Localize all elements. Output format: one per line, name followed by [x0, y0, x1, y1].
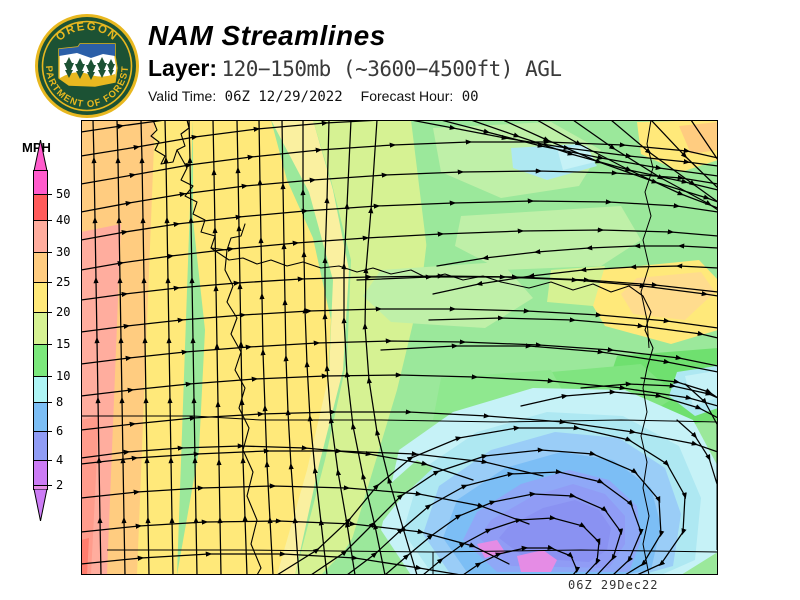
oregon-department-of-forestry-logo: OREGON DEPARTMENT OF FORESTRY [29, 4, 141, 120]
timestamp-stamp: 06Z 29Dec22 [568, 578, 659, 592]
colorbar-legend: MPH 50 40 30 25 20 15 10 8 6 4 2 [8, 140, 79, 521]
colorbar-tick-mark [47, 344, 52, 346]
layer-label: Layer: [148, 55, 218, 81]
forecast-hour-value: 00 [461, 89, 479, 105]
valid-time-label: Valid Time: [148, 88, 217, 104]
colorbar-segment [34, 220, 47, 253]
colorbar-tick-mark [47, 402, 52, 403]
valid-time-line: Valid Time: 06Z 12/29/2022 Forecast Hour:… [148, 88, 479, 105]
colorbar-segment [34, 313, 47, 346]
colorbar-segment [34, 377, 47, 403]
colorbar-tick-labels: 50 40 30 25 20 15 10 8 6 4 2 [47, 170, 79, 493]
layer-value: 120−150mb (~3600−4500ft) AGL [221, 57, 563, 81]
streamline-map[interactable] [81, 120, 718, 575]
colorbar-segment [34, 402, 47, 432]
colorbar-tick-label: 15 [56, 337, 71, 352]
colorbar-top-arrow-icon [33, 140, 48, 171]
layer-line: Layer: 120−150mb (~3600−4500ft) AGL [148, 55, 562, 82]
colorbar-segment [34, 431, 47, 461]
colorbar-tick-mark [47, 219, 52, 221]
colorbar-tick-label: 20 [56, 305, 71, 320]
colorbar-tick-label: 8 [56, 395, 64, 409]
colorbar-segment [34, 282, 47, 314]
colorbar-segment [34, 195, 47, 221]
colorbar-gradient [33, 170, 48, 491]
colorbar-tick-mark [47, 430, 52, 432]
header: OREGON DEPARTMENT OF FORESTRY NAM Stream… [0, 0, 800, 120]
valid-time-value: 06Z 12/29/2022 [224, 89, 343, 105]
colorbar-tick-label: 40 [56, 212, 71, 227]
colorbar-segment [34, 460, 47, 487]
colorbar-tick-label: 30 [56, 244, 71, 259]
colorbar-tick-mark [47, 282, 52, 283]
colorbar-tick-label: 25 [56, 275, 71, 289]
page-title: NAM Streamlines [148, 20, 386, 51]
colorbar-units-label: MPH [22, 140, 51, 155]
colorbar-tick-label: 2 [56, 478, 64, 493]
colorbar-tick-mark [47, 251, 52, 253]
colorbar-tick-mark [47, 312, 52, 314]
colorbar-tick-label: 6 [56, 423, 64, 438]
colorbar-segment [34, 171, 47, 195]
colorbar-bottom-arrow-icon [33, 489, 48, 521]
colorbar-tick-label: 4 [56, 452, 64, 467]
colorbar-segment [34, 252, 47, 283]
colorbar-tick-label: 50 [56, 187, 71, 201]
forecast-hour-label: Forecast Hour: [360, 88, 454, 104]
colorbar-segment [34, 345, 47, 378]
colorbar-tick-mark [47, 485, 52, 487]
colorbar-tick-mark [47, 459, 52, 461]
colorbar-tick-mark [47, 194, 52, 195]
colorbar-tick-mark [47, 376, 52, 378]
colorbar-tick-label: 10 [56, 369, 71, 384]
